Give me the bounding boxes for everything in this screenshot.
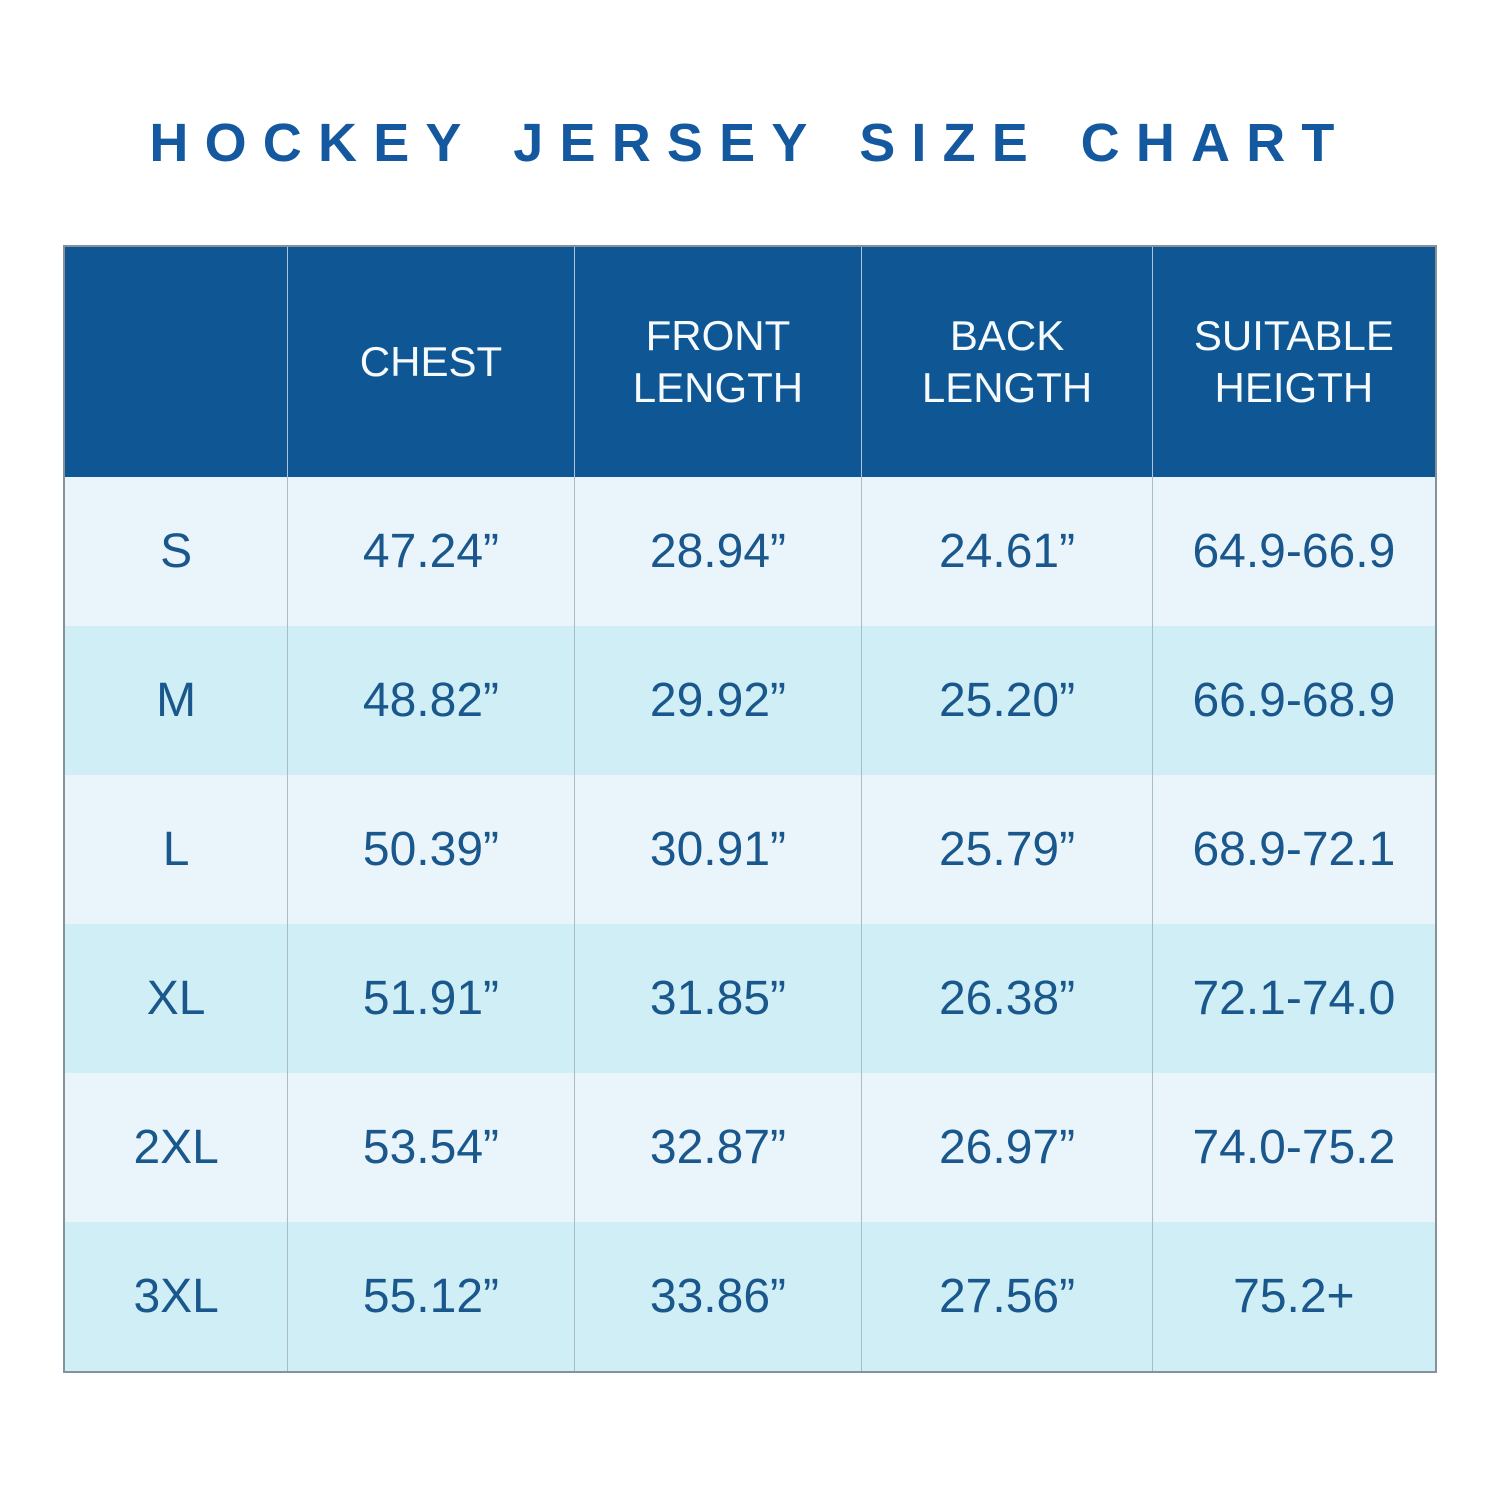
table-row: M 48.82” 29.92” 25.20” 66.9-68.9 [65, 626, 1435, 775]
table-row: XL 51.91” 31.85” 26.38” 72.1-74.0 [65, 924, 1435, 1073]
header-cell-chest: CHEST [288, 247, 575, 477]
measurement-cell: 55.12” [288, 1222, 575, 1371]
size-label-cell: S [65, 477, 289, 626]
measurement-cell: 32.87” [575, 1073, 863, 1222]
size-label-cell: 2XL [65, 1073, 289, 1222]
table-row: 3XL 55.12” 33.86” 27.56” 75.2+ [65, 1222, 1435, 1371]
measurement-cell: 26.97” [862, 1073, 1153, 1222]
measurement-cell: 27.56” [862, 1222, 1153, 1371]
size-chart-table: CHEST FRONT LENGTH BACK LENGTH SUITABLE HEI… [63, 245, 1437, 1373]
measurement-cell: 48.82” [288, 626, 575, 775]
measurement-cell: 29.92” [575, 626, 863, 775]
measurement-cell: 64.9-66.9 [1192, 525, 1396, 578]
size-label-cell: M [65, 626, 289, 775]
measurement-cell: 50.39” [288, 775, 575, 924]
measurement-cell: 26.38” [862, 924, 1153, 1073]
table-row: S 47.24” 28.94” 24.61” 64.9-66.9 [65, 477, 1435, 626]
measurement-cell: 33.86” [575, 1222, 863, 1371]
measurement-cell: 74.0-75.2 [1192, 1121, 1396, 1174]
measurement-cell: 30.91” [575, 775, 863, 924]
table-row: L 50.39” 30.91” 25.79” 68.9-72.1 [65, 775, 1435, 924]
measurement-cell: 25.20” [862, 626, 1153, 775]
measurement-cell: 75.2+ [1233, 1270, 1355, 1323]
measurement-cell: 28.94” [575, 477, 863, 626]
table-row: 2XL 53.54” 32.87” 26.97” 74.0-75.2 [65, 1073, 1435, 1222]
header-cell-suitable-heigth: SUITABLE HEIGTH [1193, 311, 1394, 412]
measurement-cell: 66.9-68.9 [1192, 674, 1396, 727]
size-label-cell: L [65, 775, 289, 924]
measurement-cell: 53.54” [288, 1073, 575, 1222]
table-header-row: CHEST FRONT LENGTH BACK LENGTH SUITABLE HEI… [65, 247, 1435, 477]
measurement-cell: 51.91” [288, 924, 575, 1073]
measurement-cell: 25.79” [862, 775, 1153, 924]
header-cell-back-length: BACK LENGTH [862, 247, 1153, 477]
measurement-cell: 68.9-72.1 [1192, 823, 1396, 876]
measurement-cell: 47.24” [288, 477, 575, 626]
header-cell-size [65, 247, 289, 477]
size-label-cell: XL [65, 924, 289, 1073]
header-cell-front-length: FRONT LENGTH [575, 247, 863, 477]
measurement-cell: 72.1-74.0 [1192, 972, 1396, 1025]
size-label-cell: 3XL [65, 1222, 289, 1371]
page-title: HOCKEY JERSEY SIZE CHART [149, 113, 1351, 173]
measurement-cell: 24.61” [862, 477, 1153, 626]
measurement-cell: 31.85” [575, 924, 863, 1073]
